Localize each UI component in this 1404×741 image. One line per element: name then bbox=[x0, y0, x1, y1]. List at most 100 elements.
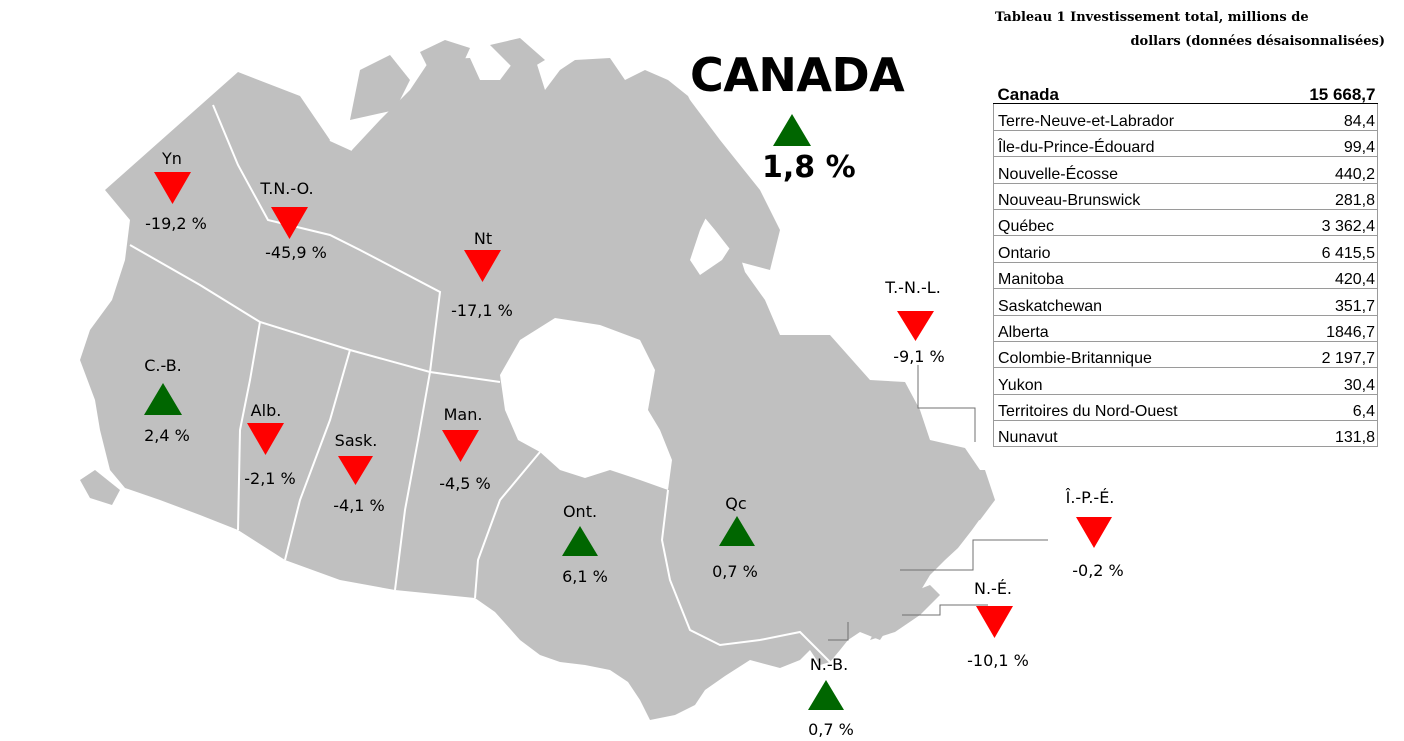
table-cell-value: 2 197,7 bbox=[1270, 341, 1379, 369]
region-nb: N.-B. 0,7 % bbox=[808, 655, 854, 739]
region-ne: N.-É. -10,1 % bbox=[967, 579, 1029, 670]
hudson-bay bbox=[500, 318, 672, 490]
table-title: Tableau 1 Investissement total, millions… bbox=[985, 6, 1385, 54]
table-title-line2: dollars (données désaisonnalisées) bbox=[1130, 34, 1385, 49]
down-arrow-icon bbox=[976, 606, 1013, 638]
down-arrow-icon bbox=[1076, 517, 1112, 548]
region-label-ont: Ont. bbox=[563, 502, 597, 521]
table-row: Yukon 30,4 bbox=[993, 367, 1379, 395]
region-change-nb: 0,7 % bbox=[808, 720, 854, 739]
nova-scotia-shape bbox=[870, 585, 940, 640]
down-arrow-icon bbox=[338, 456, 373, 485]
table-row: Île-du-Prince-Édouard 99,4 bbox=[993, 130, 1379, 158]
region-label-yn: Yn bbox=[161, 149, 182, 168]
region-change-tnl: -9,1 % bbox=[893, 347, 945, 366]
up-arrow-icon bbox=[144, 383, 182, 415]
region-label-nt: Nt bbox=[474, 229, 492, 248]
region-change-ont: 6,1 % bbox=[562, 567, 608, 586]
region-change-tno: -45,9 % bbox=[265, 243, 327, 262]
table-row: Manitoba 420,4 bbox=[993, 262, 1379, 290]
region-label-tnl: T.-N.-L. bbox=[884, 278, 941, 297]
region-tno: T.N.-O. -45,9 % bbox=[259, 179, 326, 262]
table-header-name: Canada bbox=[993, 78, 1271, 105]
table-row: Québec 3 362,4 bbox=[993, 209, 1379, 237]
region-change-cb: 2,4 % bbox=[144, 426, 190, 445]
region-change-ipe: -0,2 % bbox=[1072, 561, 1124, 580]
region-label-sask: Sask. bbox=[335, 431, 378, 450]
table-row: Nunavut 131,8 bbox=[993, 420, 1379, 448]
table-row: Saskatchewan 351,7 bbox=[993, 288, 1379, 316]
southampton-island bbox=[595, 290, 640, 328]
table-cell-name: Nouveau-Brunswick bbox=[993, 183, 1271, 210]
region-change-sask: -4,1 % bbox=[333, 496, 385, 515]
region-sask: Sask. -4,1 % bbox=[333, 431, 385, 515]
table-cell-name: Québec bbox=[993, 209, 1271, 237]
table-cell-value: 281,8 bbox=[1270, 183, 1379, 210]
region-change-yn: -19,2 % bbox=[145, 214, 207, 233]
table-cell-value: 3 362,4 bbox=[1270, 209, 1379, 237]
region-label-ipe: Î.-P.-É. bbox=[1065, 488, 1115, 507]
table-cell-value: 84,4 bbox=[1270, 103, 1379, 131]
region-change-nt: -17,1 % bbox=[451, 301, 513, 320]
up-arrow-icon bbox=[719, 516, 755, 546]
table-cell-value: 420,4 bbox=[1270, 262, 1379, 290]
region-change-ne: -10,1 % bbox=[967, 651, 1029, 670]
arctic-island-3 bbox=[490, 38, 545, 75]
region-label-man: Man. bbox=[444, 405, 483, 424]
region-label-cb: C.-B. bbox=[144, 356, 182, 375]
up-arrow-icon bbox=[808, 680, 844, 710]
table-cell-name: Yukon bbox=[993, 367, 1271, 395]
table-row: Ontario 6 415,5 bbox=[993, 235, 1379, 263]
region-yn: Yn -19,2 % bbox=[145, 149, 207, 233]
table-cell-name: Nouvelle-Écosse bbox=[993, 156, 1271, 184]
table-row: Territoires du Nord-Ouest 6,4 bbox=[993, 394, 1379, 422]
down-arrow-icon bbox=[247, 423, 284, 455]
down-arrow-icon bbox=[154, 172, 191, 204]
table-cell-value: 30,4 bbox=[1270, 367, 1379, 395]
region-cb: C.-B. 2,4 % bbox=[144, 356, 190, 445]
table-row: Terre-Neuve-et-Labrador 84,4 bbox=[993, 103, 1379, 131]
down-arrow-icon bbox=[464, 250, 501, 282]
table-cell-value: 6 415,5 bbox=[1270, 235, 1379, 263]
region-change-alb: -2,1 % bbox=[244, 469, 296, 488]
table-row: Nouveau-Brunswick 281,8 bbox=[993, 183, 1379, 210]
table-cell-name: Terre-Neuve-et-Labrador bbox=[993, 103, 1271, 131]
leader-lines bbox=[828, 365, 1048, 641]
table-row: Colombie-Britannique 2 197,7 bbox=[993, 341, 1379, 369]
region-ipe: Î.-P.-É. -0,2 % bbox=[1065, 488, 1124, 580]
region-tnl: T.-N.-L. -9,1 % bbox=[884, 278, 945, 366]
table-cell-name: Nunavut bbox=[993, 420, 1271, 448]
table-cell-name: Alberta bbox=[993, 315, 1271, 342]
canada-up-arrow-icon bbox=[773, 114, 811, 146]
down-arrow-icon bbox=[271, 207, 308, 239]
canada-title: CANADA bbox=[690, 48, 905, 102]
investment-table: Canada 15 668,7 Terre-Neuve-et-Labrador 8… bbox=[993, 78, 1379, 448]
table-cell-value: 131,8 bbox=[1270, 420, 1379, 448]
table-row: Alberta 1846,7 bbox=[993, 315, 1379, 342]
baffin-island bbox=[620, 100, 780, 270]
table-cell-name: Île-du-Prince-Édouard bbox=[993, 130, 1271, 158]
region-alb: Alb. -2,1 % bbox=[244, 401, 296, 488]
table-cell-value: 1846,7 bbox=[1270, 315, 1379, 342]
table-cell-value: 99,4 bbox=[1270, 130, 1379, 158]
table-cell-name: Territoires du Nord-Ouest bbox=[993, 394, 1271, 422]
borders bbox=[129, 104, 831, 663]
table-cell-name: Manitoba bbox=[993, 262, 1271, 290]
region-qc: Qc 0,7 % bbox=[712, 494, 758, 581]
table-cell-value: 6,4 bbox=[1270, 394, 1379, 422]
region-change-qc: 0,7 % bbox=[712, 562, 758, 581]
region-label-ne: N.-É. bbox=[974, 579, 1012, 598]
table-cell-value: 440,2 bbox=[1270, 156, 1379, 184]
table-title-line1: Tableau 1 Investissement total, millions… bbox=[995, 10, 1309, 25]
region-nt: Nt -17,1 % bbox=[451, 229, 513, 320]
region-man: Man. -4,5 % bbox=[439, 405, 491, 493]
down-arrow-icon bbox=[897, 311, 934, 341]
table-cell-value: 351,7 bbox=[1270, 288, 1379, 316]
vancouver-island bbox=[80, 470, 120, 505]
canada-change: 1,8 % bbox=[762, 150, 856, 185]
region-ont: Ont. 6,1 % bbox=[562, 502, 608, 586]
table-header-row: Canada 15 668,7 bbox=[993, 78, 1378, 105]
table-cell-name: Saskatchewan bbox=[993, 288, 1271, 316]
region-change-man: -4,5 % bbox=[439, 474, 491, 493]
